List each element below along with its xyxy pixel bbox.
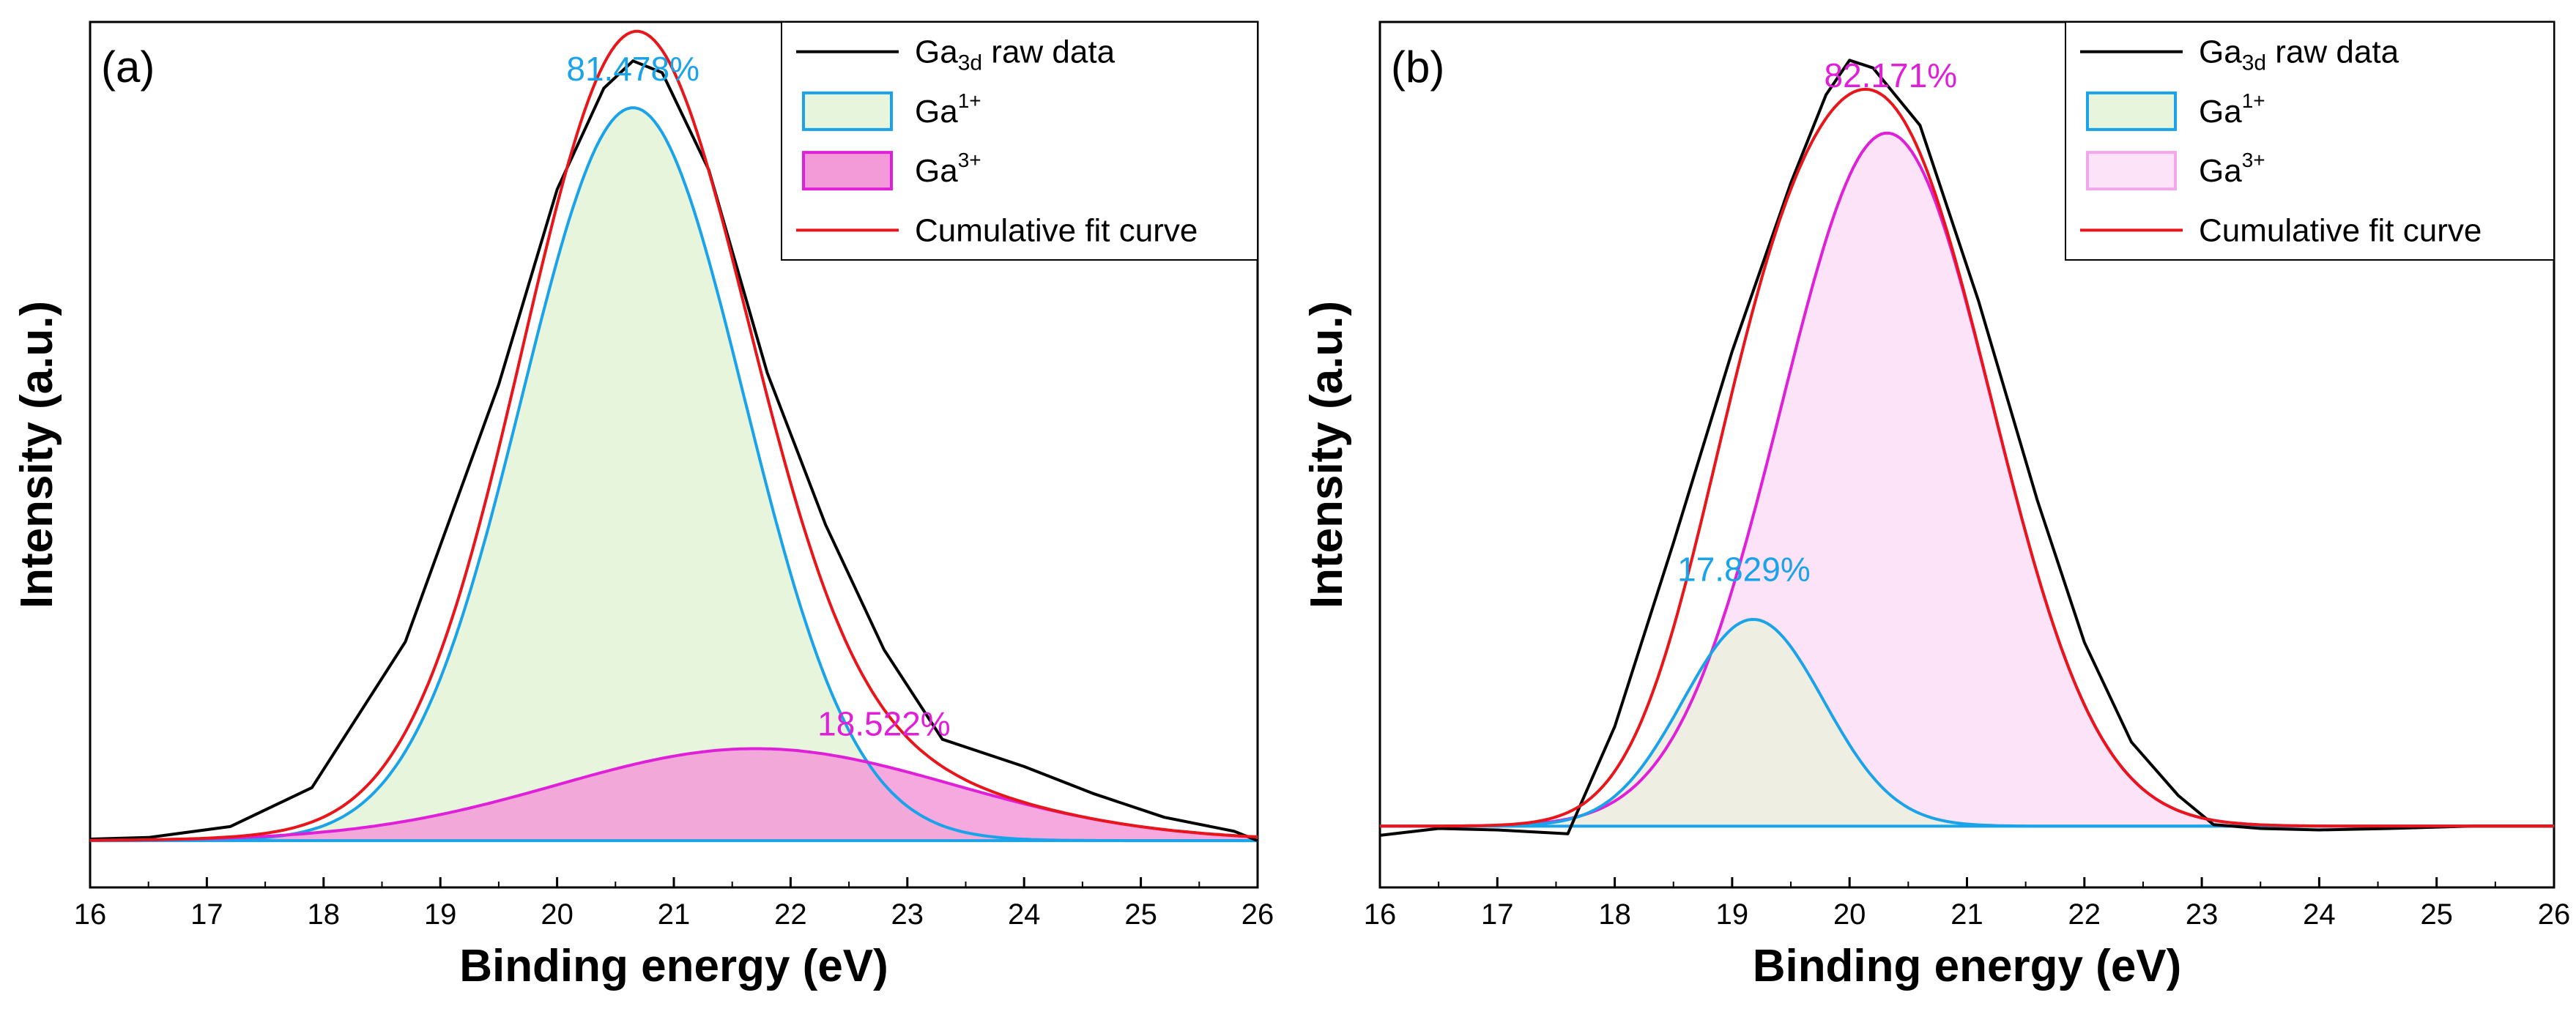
cumulative-fit-line — [90, 29, 1258, 842]
raw-data-line — [89, 59, 1258, 842]
legend-label-raw: Ga3d raw data — [915, 34, 1116, 75]
legend-label-fit: Cumulative fit curve — [2199, 212, 2482, 248]
x-tick-label: 21 — [1950, 898, 1983, 931]
x-tick-label: 17 — [1481, 898, 1514, 931]
legend-swatch-ga1 — [2086, 91, 2177, 131]
x-tick-label: 19 — [424, 898, 457, 931]
legend-swatch-ga3 — [802, 151, 893, 191]
x-tick-label: 20 — [541, 898, 574, 931]
raw-data-line — [1379, 59, 2554, 837]
x-tick-label: 16 — [74, 898, 107, 931]
legend-label-ga1: Ga1+ — [2199, 89, 2265, 130]
peak-fill-ga1 — [90, 108, 1258, 841]
x-tick-label: 19 — [1716, 898, 1749, 931]
legend-box — [2065, 21, 2555, 261]
peak-fill-ga1 — [1380, 619, 2554, 827]
peak-fill-ga3 — [90, 748, 1258, 841]
y-axis-title: Intensity (a.u.) — [12, 301, 62, 608]
x-tick-label: 16 — [1364, 898, 1397, 931]
x-tick-label: 24 — [1008, 898, 1041, 931]
x-tick-label: 24 — [2303, 898, 2336, 931]
panel-label: (a) — [101, 42, 155, 92]
legend-swatch-ga3 — [2086, 151, 2177, 191]
x-tick-label: 22 — [2068, 898, 2101, 931]
legend-label-ga3: Ga3+ — [915, 149, 981, 189]
peak-percentage-label: 81.478% — [566, 50, 699, 88]
y-axis-title: Intensity (a.u.) — [1302, 301, 1352, 608]
legend-label-raw: Ga3d raw data — [2199, 34, 2399, 75]
x-tick-label: 23 — [891, 898, 924, 931]
x-tick-label: 18 — [1598, 898, 1631, 931]
x-tick-label: 25 — [1124, 898, 1157, 931]
x-tick-label: 26 — [1241, 898, 1274, 931]
legend-swatch-ga1 — [802, 91, 893, 131]
x-axis-title: Binding energy (eV) — [459, 941, 888, 991]
x-tick-label: 21 — [658, 898, 691, 931]
x-tick-label: 23 — [2186, 898, 2219, 931]
x-tick-label: 20 — [1833, 898, 1866, 931]
legend-label-ga1: Ga1+ — [915, 89, 981, 130]
x-tick-label: 25 — [2420, 898, 2453, 931]
legend-label-ga3: Ga3+ — [2199, 149, 2265, 189]
peak-percentage-label: 82.171% — [1825, 56, 1958, 94]
panel-label: (b) — [1391, 42, 1444, 92]
x-tick-label: 26 — [2538, 898, 2571, 931]
peak-fill-ga3 — [1380, 133, 2554, 827]
legend-box — [781, 21, 1258, 261]
panel-b: 16 17 18 19 20 21 22 23 24 25 26 Binding energy (eV… — [1302, 21, 2571, 991]
cumulative-fit-line — [1380, 87, 2554, 828]
x-tick-label: 18 — [308, 898, 341, 931]
panel-a: 16 17 18 19 20 21 22 23 24 25 26 Binding energy (eV… — [12, 21, 1274, 991]
x-tick-label: 22 — [774, 898, 807, 931]
legend-label-fit: Cumulative fit curve — [915, 212, 1198, 248]
peak-percentage-label: 17.829% — [1677, 551, 1811, 589]
peak-percentage-label: 18.522% — [817, 704, 951, 742]
x-axis-title: Binding energy (eV) — [1753, 941, 2182, 991]
x-tick-label: 17 — [190, 898, 223, 931]
